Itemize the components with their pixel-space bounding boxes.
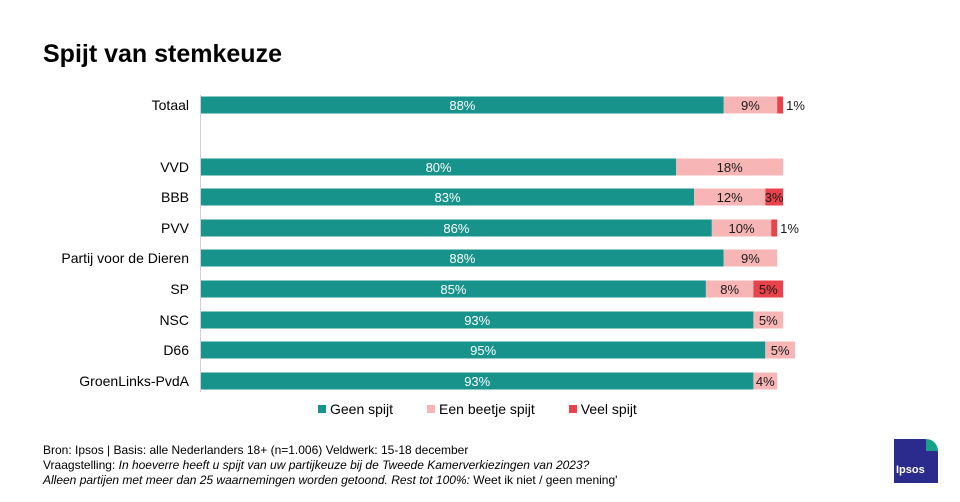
data-label: 80% — [426, 160, 452, 175]
bar-segment-beetje — [711, 219, 772, 237]
footer-note: Alleen partijen met meer dan 25 waarnemi… — [43, 473, 617, 488]
ipsos-logo: Ipsos — [894, 439, 938, 483]
bar-segment-geen — [201, 372, 754, 390]
legend-swatch-beetje — [427, 405, 436, 413]
bar-segment-veel — [771, 219, 778, 237]
footer-note-rest: Weet ik niet / geen mening' — [473, 473, 618, 487]
logo-accent — [926, 439, 938, 451]
footer-question-text: In hoeverre heeft u spijt van uw partijk… — [118, 458, 590, 472]
bar-segment-geen — [201, 188, 695, 206]
data-label: 88% — [449, 98, 475, 113]
bar-segment-geen — [201, 158, 677, 176]
data-label: 9% — [741, 251, 760, 266]
bar-segment-beetje — [676, 158, 784, 176]
legend-item-geen: Geen spijt — [318, 401, 393, 417]
category-label: Partij voor de Dieren — [61, 250, 189, 266]
legend-swatch-veel — [568, 405, 577, 413]
data-label: 88% — [449, 251, 475, 266]
bar-segment-geen — [201, 280, 706, 298]
bar-segment-beetje — [723, 249, 778, 267]
bar-segment-geen — [201, 96, 724, 114]
data-label: 1% — [780, 221, 799, 236]
legend: Geen spijt Een beetje spijt Veel spijt — [318, 401, 671, 417]
data-label: 5% — [759, 282, 778, 297]
data-label: 93% — [464, 374, 490, 389]
data-label: 3% — [765, 190, 784, 205]
bar-segment-beetje — [753, 311, 784, 329]
bar-segment-veel — [777, 96, 784, 114]
footer-source: Bron: Ipsos | Basis: alle Nederlanders 1… — [43, 443, 469, 457]
data-label: 18% — [717, 160, 743, 175]
bar-segment-geen — [201, 219, 712, 237]
data-label: 8% — [720, 282, 739, 297]
bar-segment-beetje — [753, 372, 778, 390]
bar-segment-beetje — [765, 341, 795, 359]
footer-note-text: Alleen partijen met meer dan 25 waarnemi… — [43, 473, 474, 487]
data-label: 12% — [717, 190, 743, 205]
data-label: 5% — [759, 313, 778, 328]
legend-swatch-geen — [318, 405, 326, 413]
bar-segment-beetje — [723, 96, 778, 114]
data-label: 95% — [470, 343, 496, 358]
data-label: 4% — [756, 374, 775, 389]
legend-label-geen: Geen spijt — [330, 401, 394, 417]
legend-item-beetje: Een beetje spijt — [427, 401, 535, 417]
category-label: VVD — [160, 159, 189, 175]
data-label: 86% — [443, 221, 469, 236]
footer-question-prefix: Vraagstelling: — [43, 458, 119, 472]
bar-segment-geen — [201, 249, 724, 267]
bar-segment-geen — [201, 311, 754, 329]
category-label: GroenLinks-PvdA — [79, 373, 189, 389]
bar-segment-beetje — [705, 280, 754, 298]
bar-segment-beetje — [694, 188, 766, 206]
category-label: NSC — [159, 312, 189, 328]
data-label: 93% — [464, 313, 490, 328]
legend-item-veel: Veel spijt — [568, 401, 637, 417]
category-label: Totaal — [152, 97, 189, 113]
footer-notes: Bron: Ipsos | Basis: alle Nederlanders 1… — [43, 443, 617, 488]
category-label: PVV — [161, 220, 190, 236]
data-label: 9% — [741, 98, 760, 113]
data-label: 1% — [786, 98, 805, 113]
logo-text: Ipsos — [896, 464, 925, 476]
chart-title: Spijt van stemkeuze — [43, 40, 282, 68]
data-label: 5% — [771, 343, 790, 358]
legend-label-beetje: Een beetje spijt — [439, 401, 535, 417]
footer-question: Vraagstelling: In hoeverre heeft u spijt… — [43, 458, 617, 473]
bar-segment-veel — [753, 280, 784, 298]
data-label: 83% — [434, 190, 460, 205]
data-label: 10% — [729, 221, 755, 236]
stacked-bar-chart: Totaal 88% 9% 1% VVD 80% 18% BBB 83% 12% 3% PVV 86% 1… — [61, 95, 805, 392]
bar-segment-geen — [201, 341, 766, 359]
category-label: BBB — [161, 189, 189, 205]
legend-label-veel: Veel spijt — [580, 401, 637, 417]
data-label: 85% — [440, 282, 466, 297]
category-label: SP — [170, 281, 189, 297]
bar-segment-veel — [765, 188, 784, 206]
category-label: D66 — [163, 342, 189, 358]
